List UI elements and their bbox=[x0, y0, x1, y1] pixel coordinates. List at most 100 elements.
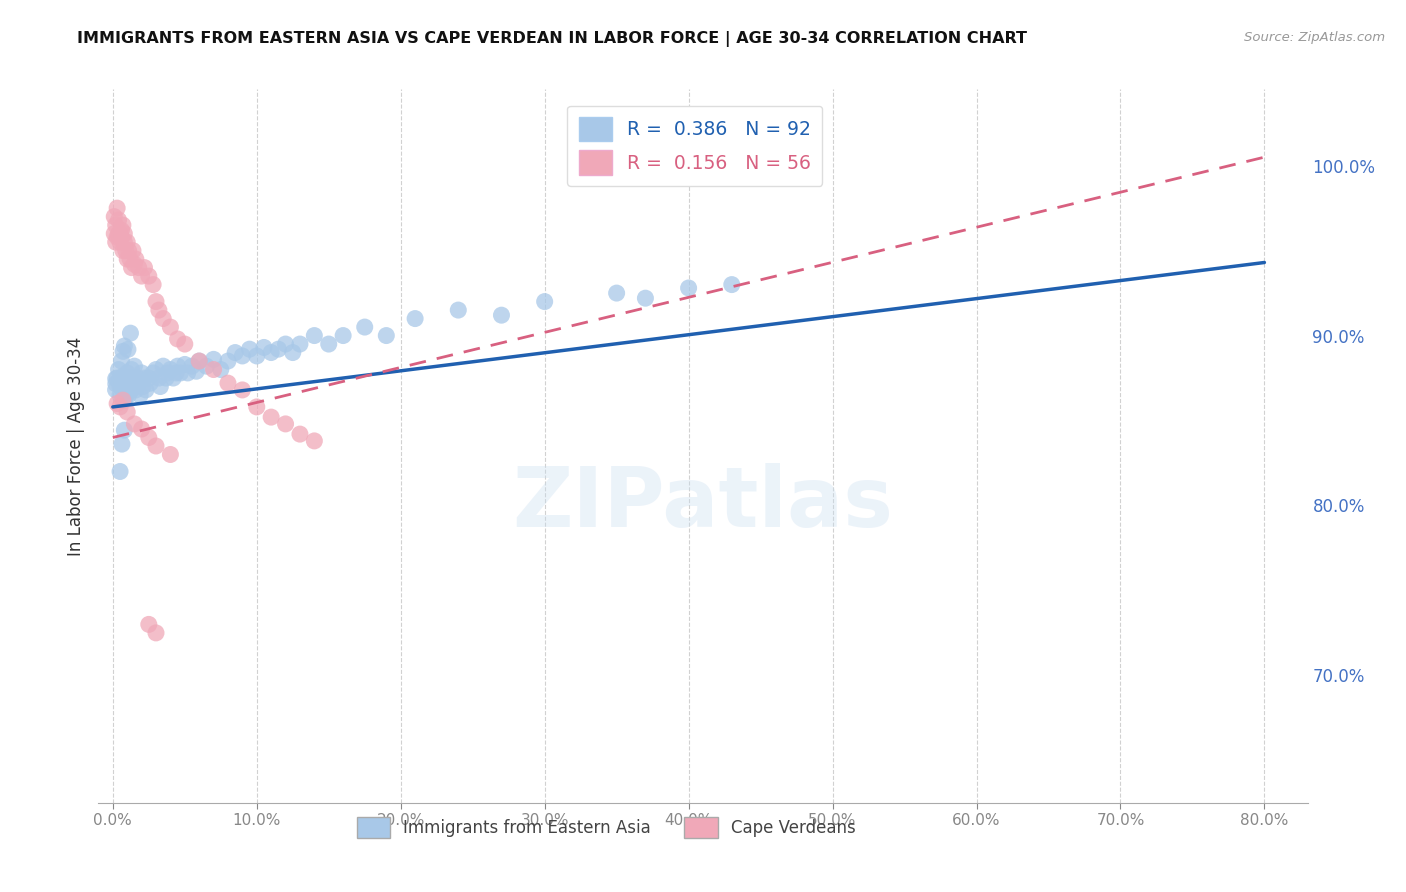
Point bbox=[260, 410, 283, 425]
Point bbox=[173, 358, 195, 372]
Point bbox=[155, 371, 177, 385]
Point bbox=[103, 210, 125, 224]
Point bbox=[115, 252, 138, 266]
Point bbox=[246, 400, 269, 414]
Point bbox=[231, 349, 253, 363]
Point bbox=[274, 337, 297, 351]
Point bbox=[107, 227, 129, 241]
Point bbox=[118, 376, 141, 390]
Point bbox=[122, 244, 145, 258]
Point bbox=[122, 371, 145, 385]
Point bbox=[404, 311, 426, 326]
Point bbox=[606, 286, 628, 301]
Point bbox=[678, 281, 700, 295]
Point bbox=[267, 342, 290, 356]
Point bbox=[125, 383, 148, 397]
Point bbox=[118, 376, 141, 391]
Point bbox=[634, 291, 657, 305]
Point bbox=[118, 388, 141, 402]
Point bbox=[110, 230, 132, 244]
Point bbox=[149, 379, 172, 393]
Point bbox=[114, 371, 136, 385]
Point bbox=[304, 434, 326, 448]
Point bbox=[124, 379, 146, 393]
Point bbox=[281, 345, 304, 359]
Point bbox=[181, 359, 204, 373]
Point bbox=[104, 376, 127, 391]
Point bbox=[104, 372, 127, 386]
Point bbox=[145, 626, 167, 640]
Point bbox=[117, 343, 139, 357]
Point bbox=[105, 371, 128, 385]
Point bbox=[224, 345, 246, 359]
Point bbox=[209, 362, 232, 376]
Y-axis label: In Labor Force | Age 30-34: In Labor Force | Age 30-34 bbox=[66, 336, 84, 556]
Point bbox=[104, 235, 127, 249]
Point bbox=[127, 371, 149, 385]
Point bbox=[239, 342, 262, 356]
Point bbox=[145, 439, 167, 453]
Point bbox=[491, 308, 513, 322]
Point bbox=[115, 366, 138, 380]
Point bbox=[260, 345, 283, 359]
Point bbox=[107, 213, 129, 227]
Point bbox=[108, 235, 131, 249]
Point bbox=[108, 227, 131, 241]
Point bbox=[166, 332, 188, 346]
Point bbox=[108, 465, 131, 479]
Point bbox=[138, 430, 160, 444]
Point bbox=[173, 337, 195, 351]
Point bbox=[274, 417, 297, 431]
Point bbox=[231, 383, 253, 397]
Point bbox=[131, 422, 153, 436]
Point bbox=[125, 252, 148, 266]
Point bbox=[110, 223, 132, 237]
Point bbox=[156, 366, 179, 380]
Point bbox=[217, 376, 239, 391]
Point bbox=[202, 362, 225, 376]
Point bbox=[110, 354, 132, 368]
Text: IMMIGRANTS FROM EASTERN ASIA VS CAPE VERDEAN IN LABOR FORCE | AGE 30-34 CORRELAT: IMMIGRANTS FROM EASTERN ASIA VS CAPE VER… bbox=[77, 31, 1028, 47]
Point bbox=[121, 383, 143, 397]
Point bbox=[188, 354, 211, 368]
Point bbox=[148, 371, 170, 385]
Point bbox=[105, 201, 128, 215]
Point bbox=[105, 230, 128, 244]
Point bbox=[111, 393, 134, 408]
Point bbox=[142, 366, 165, 380]
Point bbox=[115, 235, 138, 249]
Point bbox=[202, 352, 225, 367]
Point bbox=[108, 388, 131, 402]
Point bbox=[111, 383, 134, 397]
Point bbox=[112, 393, 135, 408]
Point bbox=[112, 339, 135, 353]
Point bbox=[533, 294, 555, 309]
Point bbox=[112, 235, 135, 249]
Point bbox=[375, 328, 398, 343]
Point bbox=[138, 371, 160, 385]
Point bbox=[128, 376, 150, 391]
Point bbox=[186, 364, 208, 378]
Point bbox=[108, 400, 131, 414]
Point bbox=[138, 617, 160, 632]
Point bbox=[138, 269, 160, 284]
Point bbox=[253, 341, 276, 355]
Point bbox=[128, 260, 150, 275]
Point bbox=[103, 227, 125, 241]
Point bbox=[132, 379, 155, 393]
Point bbox=[118, 244, 141, 258]
Point bbox=[120, 252, 142, 266]
Point bbox=[288, 427, 311, 442]
Point bbox=[318, 337, 340, 351]
Point bbox=[145, 362, 167, 376]
Point bbox=[112, 227, 135, 241]
Point bbox=[166, 359, 188, 373]
Point bbox=[152, 359, 174, 373]
Point bbox=[115, 383, 138, 397]
Point bbox=[159, 362, 181, 376]
Point bbox=[165, 366, 187, 380]
Point bbox=[188, 354, 211, 368]
Point bbox=[195, 359, 218, 373]
Point bbox=[131, 269, 153, 284]
Point bbox=[115, 405, 138, 419]
